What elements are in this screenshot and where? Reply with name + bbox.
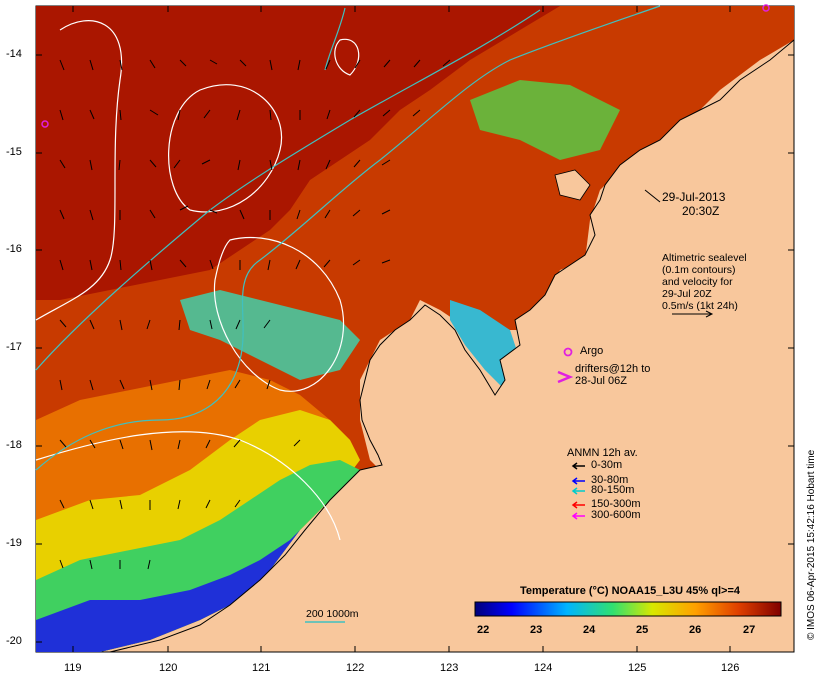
- lat-tick-label: -18: [6, 439, 22, 451]
- australia-land: [109, 39, 794, 652]
- isobath-legend-label: 200 1000m: [306, 608, 359, 620]
- anmn-legend-item: 80-150m: [591, 484, 635, 496]
- drifter-legend-icon: [557, 370, 574, 384]
- colorbar-tick-label: 27: [743, 624, 756, 636]
- lat-tick-label: -15: [6, 146, 22, 158]
- sst-cool-patch: [180, 290, 360, 380]
- velocity-scale-arrow: [672, 310, 714, 318]
- drifter-line: drifters@12h to: [575, 363, 651, 375]
- colorbar-tick-label: 24: [583, 624, 596, 636]
- argo-marker: [762, 4, 770, 12]
- altimetry-legend: Altimetric sealevel (0.1m contours) and …: [662, 252, 747, 312]
- isobaths: [35, 5, 661, 471]
- lon-tick-label: 125: [628, 662, 647, 674]
- anmn-legend-arrows: [571, 462, 585, 520]
- image-date-line: 29-Jul-2013: [662, 190, 726, 204]
- altimetry-line: Altimetric sealevel: [662, 252, 747, 264]
- colorbar-tick-label: 23: [530, 624, 543, 636]
- lon-tick-label: 123: [440, 662, 459, 674]
- argo-legend-label: Argo: [580, 345, 604, 357]
- island-1: [554, 169, 591, 201]
- lat-tick-label: -20: [6, 635, 22, 647]
- date-leader-line: [644, 189, 661, 203]
- velocity-arrows: [59, 59, 451, 570]
- image-date: 29-Jul-2013 20:30Z: [662, 190, 725, 218]
- sst-blue-water: [36, 500, 330, 652]
- colorbar-tick-label: 22: [477, 624, 490, 636]
- altimetry-line: 0.5m/s (1kt 24h): [662, 300, 738, 312]
- drifter-legend: drifters@12h to 28-Jul 06Z: [575, 363, 650, 387]
- anmn-legend-item: 0-30m: [591, 459, 623, 471]
- lon-tick-label: 122: [346, 662, 365, 674]
- sst-hot-water: [36, 6, 560, 300]
- altimetry-line: (0.1m contours): [662, 264, 736, 276]
- anmn-legend-item: 30-80m: [591, 474, 629, 486]
- anmn-legend-title: ANMN 12h av.: [567, 447, 638, 459]
- axis-ticks: [36, 6, 794, 652]
- colorbar-title: Temperature (°C) NOAA15_L3U 45% ql>=4: [520, 585, 740, 597]
- altimetry-line: and velocity for: [662, 276, 733, 288]
- colorbar-tick-label: 25: [636, 624, 649, 636]
- colorbar: [474, 601, 782, 617]
- lat-tick-label: -17: [6, 341, 22, 353]
- lat-tick-label: -19: [6, 537, 22, 549]
- lon-tick-label: 124: [534, 662, 553, 674]
- lon-tick-label: 126: [721, 662, 740, 674]
- anmn-legend-item: 150-300m: [591, 498, 641, 510]
- anmn-legend-item: 300-600m: [591, 509, 641, 521]
- lat-tick-label: -14: [6, 48, 22, 60]
- altimetry-line: 29-Jul 20Z: [662, 288, 712, 300]
- lat-tick-label: -16: [6, 243, 22, 255]
- lon-tick-label: 119: [64, 662, 82, 674]
- image-time-line: 20:30Z: [682, 204, 720, 218]
- colorbar-tick-label: 26: [689, 624, 702, 636]
- argo-legend-icon: [563, 347, 573, 357]
- argo-marker: [41, 120, 49, 128]
- lon-tick-label: 120: [159, 662, 178, 674]
- sst-nearshore-patch: [470, 80, 620, 160]
- drifter-line: 28-Jul 06Z: [575, 375, 627, 387]
- lon-tick-label: 121: [252, 662, 271, 674]
- imos-credit: © IMOS 06-Apr-2015 15:42:16 Hobart time: [806, 449, 817, 640]
